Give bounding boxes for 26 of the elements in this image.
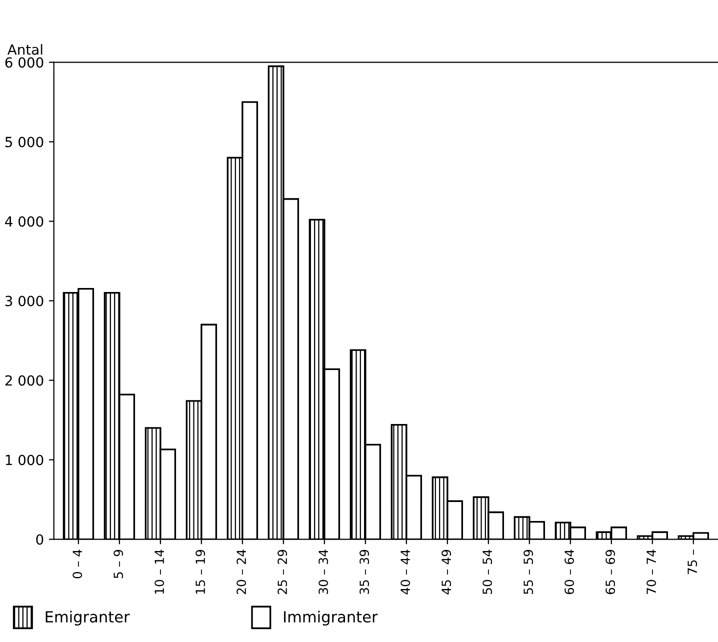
x-tick-label: 20 – 24 (236, 550, 246, 594)
x-tick-label: 45 – 49 (442, 550, 452, 594)
x-tick-label: 40 – 44 (400, 550, 410, 594)
y-tick-label: 1 000 (6, 454, 44, 466)
legend-label: Emigranter (46, 610, 130, 626)
legend-label: Immigranter (284, 610, 378, 626)
x-tick-label: 15 – 19 (196, 550, 206, 594)
y-axis-title: Antal (7, 44, 42, 55)
x-tick-label: 65 – 69 (606, 550, 616, 594)
y-tick-label: 0 (36, 534, 44, 545)
y-tick-label: 4 000 (5, 216, 44, 227)
x-tick-label: 0 – 4 (72, 550, 82, 578)
x-tick-label: 75 – (688, 550, 698, 574)
x-tick-label: 55 – 59 (524, 550, 534, 594)
x-tick-label: 35 – 39 (360, 550, 370, 594)
x-tick-label: 10 – 14 (154, 550, 164, 594)
x-tick-label: 25 – 29 (278, 550, 288, 594)
x-tick-label: 30 – 34 (318, 550, 328, 594)
x-tick-label: 60 – 64 (564, 550, 574, 594)
x-tick-label: 50 – 54 (482, 550, 492, 594)
y-tick-label: 2 000 (5, 375, 44, 386)
x-tick-label: 5 – 9 (114, 550, 124, 578)
y-tick-label: 6 000 (5, 57, 44, 68)
x-tick-label: 70 – 74 (646, 550, 656, 594)
y-tick-label: 3 000 (5, 296, 44, 306)
y-tick-label: 5 000 (5, 136, 44, 148)
